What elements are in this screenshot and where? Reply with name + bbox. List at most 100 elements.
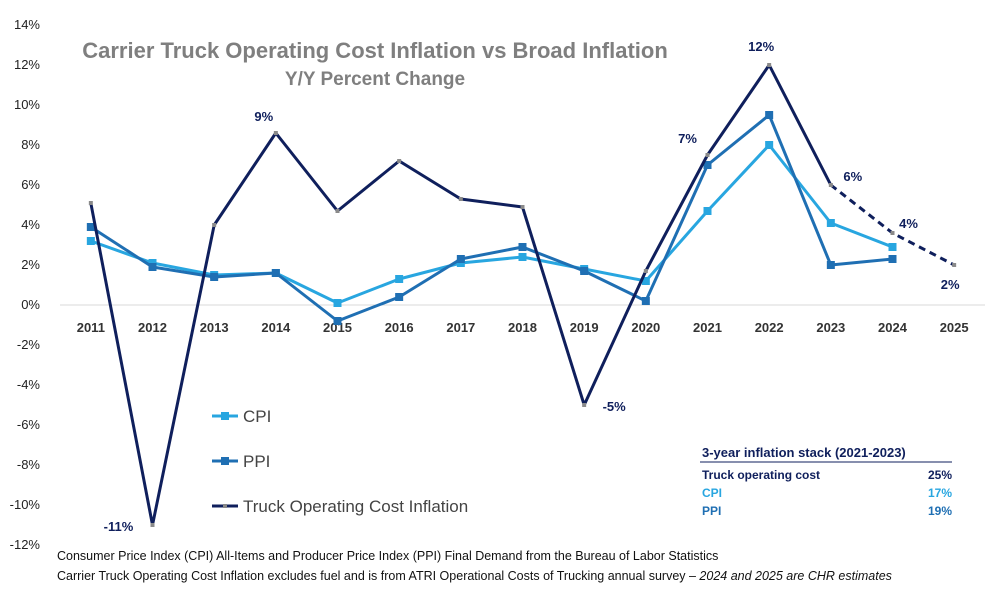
series-line-cpi xyxy=(90,143,894,305)
data-point-ppi xyxy=(580,267,589,275)
legend-item-cpi[interactable]: CPI xyxy=(212,407,271,426)
data-point-truck-operating-cost-inflation xyxy=(335,209,340,213)
legend-item-truck[interactable]: Truck Operating Cost Inflation xyxy=(212,497,468,516)
series-lines xyxy=(86,63,957,527)
data-point-ppi xyxy=(148,263,157,271)
x-tick-label: 2020 xyxy=(631,320,660,335)
data-point-truck-operating-cost-inflation xyxy=(458,197,463,201)
y-tick-label: 4% xyxy=(21,217,40,232)
x-tick-label: 2014 xyxy=(261,320,291,335)
stack-row-truck-label: Truck operating cost xyxy=(702,468,820,482)
series-ppi xyxy=(86,111,897,325)
data-point-ppi xyxy=(765,111,774,119)
legend-marker-ppi xyxy=(221,457,229,465)
data-label-2025: 2% xyxy=(941,277,960,292)
x-tick-label: 2011 xyxy=(77,320,105,335)
data-labels: -11% 9% -5% 7% 12% 6% 4% 2% xyxy=(104,39,960,534)
data-point-ppi xyxy=(86,223,95,231)
y-tick-label: -8% xyxy=(17,457,41,472)
data-point-truck-operating-cost-inflation xyxy=(767,63,772,67)
data-point-truck-operating-cost-inflation xyxy=(890,231,895,235)
data-point-cpi xyxy=(86,237,95,245)
y-tick-label: -10% xyxy=(10,497,41,512)
series-line-estimate-truck-operating-cost-inflation xyxy=(829,183,955,267)
series-line-ppi xyxy=(89,113,893,323)
data-point-ppi xyxy=(456,255,465,263)
source-note-line-2-text: Carrier Truck Operating Cost Inflation e… xyxy=(57,569,699,583)
y-tick-label: 14% xyxy=(14,17,40,32)
data-point-truck-operating-cost-inflation xyxy=(582,403,587,407)
x-tick-label: 2019 xyxy=(570,320,599,335)
data-point-ppi xyxy=(395,293,404,301)
x-tick-label: 2025 xyxy=(940,320,969,335)
y-tick-label: 6% xyxy=(21,177,40,192)
legend-marker-truck xyxy=(223,504,227,508)
x-tick-label: 2013 xyxy=(200,320,229,335)
x-tick-label: 2017 xyxy=(446,320,475,335)
data-point-cpi xyxy=(826,219,835,227)
chart-title: Carrier Truck Operating Cost Inflation v… xyxy=(82,38,668,63)
data-point-truck-operating-cost-inflation xyxy=(150,523,155,527)
data-label-2021: 7% xyxy=(678,131,697,146)
x-tick-label: 2023 xyxy=(816,320,845,335)
y-tick-label: -2% xyxy=(17,337,41,352)
inflation-stack-title: 3-year inflation stack (2021-2023) xyxy=(702,445,906,460)
data-point-truck-operating-cost-inflation xyxy=(952,263,957,267)
legend-label-ppi: PPI xyxy=(243,452,270,471)
y-tick-label: 12% xyxy=(14,57,40,72)
data-point-truck-operating-cost-inflation xyxy=(273,131,278,135)
legend: CPI PPI Truck Operating Cost Inflation xyxy=(212,407,468,516)
stack-row-ppi-value: 19% xyxy=(928,504,952,518)
data-point-ppi xyxy=(333,317,342,325)
data-point-truck-operating-cost-inflation xyxy=(520,205,525,209)
data-point-truck-operating-cost-inflation xyxy=(643,269,648,273)
y-tick-label: 0% xyxy=(21,297,40,312)
series-cpi xyxy=(86,141,897,307)
x-tick-label: 2012 xyxy=(138,320,167,335)
data-label-2024: 4% xyxy=(899,216,918,231)
chart-subtitle: Y/Y Percent Change xyxy=(285,69,465,90)
data-point-cpi xyxy=(888,243,897,251)
data-point-truck-operating-cost-inflation xyxy=(397,159,402,163)
stack-row-cpi-label: CPI xyxy=(702,486,722,500)
y-tick-label: 10% xyxy=(14,97,40,112)
y-tick-label: -6% xyxy=(17,417,41,432)
data-label-2019: -5% xyxy=(603,399,627,414)
source-note-line-1: Consumer Price Index (CPI) All-Items and… xyxy=(57,549,718,563)
data-point-ppi xyxy=(826,261,835,269)
data-point-truck-operating-cost-inflation xyxy=(212,223,217,227)
x-tick-label: 2016 xyxy=(385,320,414,335)
data-label-2023: 6% xyxy=(843,169,862,184)
data-label-2022: 12% xyxy=(748,39,774,54)
data-point-ppi xyxy=(703,161,712,169)
legend-item-ppi[interactable]: PPI xyxy=(212,452,270,471)
data-point-ppi xyxy=(888,255,897,263)
data-point-cpi xyxy=(765,141,774,149)
legend-label-truck: Truck Operating Cost Inflation xyxy=(243,497,468,516)
y-tick-label: -12% xyxy=(10,537,41,552)
y-axis-ticks: -12% -10% -8% -6% -4% -2% 0% 2% 4% 6% 8% 10% 12% 14% xyxy=(10,17,41,552)
y-tick-label: 2% xyxy=(21,257,40,272)
legend-label-cpi: CPI xyxy=(243,407,271,426)
source-note-line-2-italic: 2024 and 2025 are CHR estimates xyxy=(698,569,891,583)
inflation-stack-box: 3-year inflation stack (2021-2023) Truck… xyxy=(700,445,952,518)
x-tick-label: 2021 xyxy=(693,320,722,335)
data-point-cpi xyxy=(641,277,650,285)
x-tick-label: 2024 xyxy=(878,320,908,335)
data-point-ppi xyxy=(518,243,527,251)
x-tick-label: 2022 xyxy=(755,320,784,335)
stack-row-cpi-value: 17% xyxy=(928,486,952,500)
stack-row-ppi-label: PPI xyxy=(702,504,721,518)
data-point-ppi xyxy=(210,273,219,281)
data-point-truck-operating-cost-inflation xyxy=(88,201,93,205)
data-point-cpi xyxy=(703,207,712,215)
stack-row-truck-value: 25% xyxy=(928,468,952,482)
x-tick-label: 2015 xyxy=(323,320,352,335)
data-label-2012: -11% xyxy=(104,519,134,534)
data-point-ppi xyxy=(271,269,280,277)
series-truck-operating-cost-inflation xyxy=(88,63,957,527)
data-point-ppi xyxy=(641,297,650,305)
data-point-truck-operating-cost-inflation xyxy=(705,153,710,157)
data-point-cpi xyxy=(518,253,527,261)
